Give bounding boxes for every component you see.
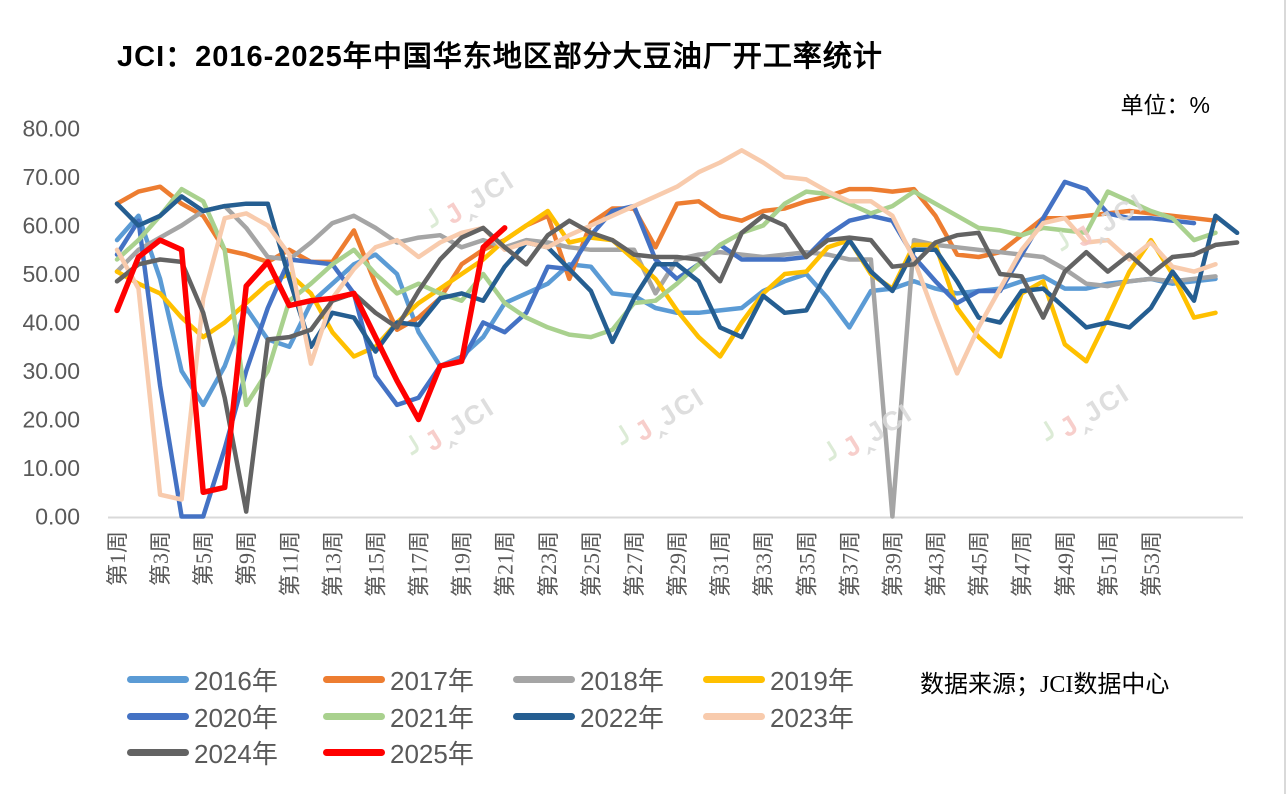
x-axis-tick-label: 第11周	[277, 531, 302, 596]
source-label: 数据来源；JCI数据中心	[920, 672, 1170, 698]
x-axis-tick-label: 第19周	[450, 531, 475, 597]
y-axis-tick-label: 20.00	[22, 407, 80, 433]
x-axis-tick-label: 第9周	[234, 531, 259, 586]
x-axis-tick-label: 第33周	[751, 531, 776, 597]
x-axis-tick-label: 第43周	[924, 531, 949, 597]
x-axis-tick-label: 第39周	[880, 531, 905, 597]
x-axis-tick-label: 第15周	[363, 531, 388, 597]
x-axis-tick-label: 第47周	[1010, 531, 1035, 597]
series-line-2018年	[114, 203, 1218, 519]
x-axis-tick-label: 第49周	[1053, 531, 1078, 597]
series-line-2023年	[114, 148, 1218, 502]
series-line-2017年	[114, 184, 1218, 333]
y-axis-tick-label: 40.00	[22, 310, 80, 336]
x-axis-tick-label: 第51周	[1096, 531, 1121, 597]
x-axis-tick-label: 第53周	[1139, 531, 1164, 597]
x-axis-tick-label: 第21周	[493, 531, 518, 597]
x-axis-tick-label: 第35周	[794, 531, 819, 597]
x-axis-tick-label: 第27周	[622, 531, 647, 597]
series-line-2021年	[114, 186, 1218, 408]
unit-label: 单位：%	[1120, 92, 1210, 118]
series-line-2024年	[114, 213, 1240, 514]
series-line-2025年	[114, 225, 508, 496]
x-axis-tick-label: 第3周	[148, 531, 173, 586]
y-axis-tick-label: 80.00	[22, 116, 80, 142]
window-border	[1284, 0, 1286, 794]
x-axis-tick-label: 第45周	[967, 531, 992, 597]
x-axis-tick-label: 第5周	[191, 531, 216, 586]
x-axis-tick-label: 第13周	[320, 531, 345, 597]
y-axis-tick-label: 60.00	[22, 213, 80, 239]
x-axis-tick-label: 第37周	[837, 531, 862, 597]
y-axis-tick-label: 30.00	[22, 358, 80, 384]
x-axis-tick-label: 第29周	[665, 531, 690, 597]
x-axis-tick-label: 第23周	[536, 531, 561, 597]
chart-title: JCI：2016-2025年中国华东地区部分大豆油厂开工率统计	[117, 41, 883, 73]
x-axis-tick-label: 第31周	[708, 531, 733, 597]
x-axis-tick-label: 第1周	[105, 531, 130, 586]
series-line-2016年	[114, 213, 1218, 408]
y-axis-tick-label: 50.00	[22, 261, 80, 287]
x-axis-tick-label: 第25周	[579, 531, 604, 597]
y-axis-tick-label: 10.00	[22, 455, 80, 481]
x-axis-tick-label: 第17周	[407, 531, 432, 597]
y-axis-tick-label: 0.00	[35, 504, 80, 530]
y-axis-tick-label: 70.00	[22, 164, 80, 190]
